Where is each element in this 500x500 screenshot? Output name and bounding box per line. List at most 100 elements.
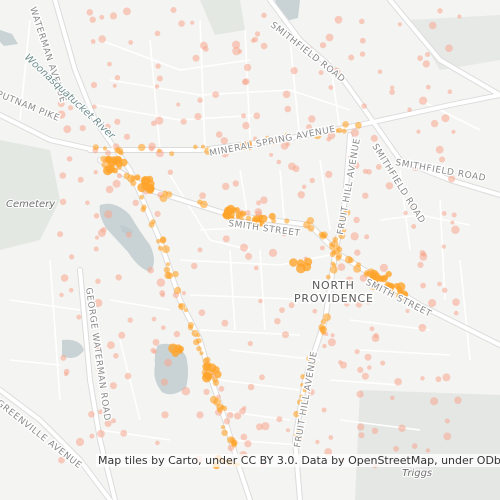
heat-spot xyxy=(242,78,250,85)
heat-spot xyxy=(111,418,116,424)
heat-spot xyxy=(442,287,448,293)
heat-spot xyxy=(197,97,203,103)
heat-spot xyxy=(255,31,261,37)
heatmap-layer xyxy=(57,7,462,470)
heat-spot-corridor xyxy=(169,151,175,157)
heat-spot xyxy=(253,112,261,120)
heat-spot-corridor xyxy=(255,139,262,146)
heat-spot xyxy=(362,168,368,174)
heat-spot xyxy=(161,411,169,419)
heat-spot xyxy=(350,232,359,241)
heat-spot xyxy=(444,418,450,424)
heat-spot xyxy=(377,69,383,74)
heat-spot xyxy=(57,100,65,108)
heat-spot xyxy=(97,429,105,438)
heat-spot xyxy=(192,54,200,62)
heat-spot-corridor xyxy=(134,174,141,181)
heat-spot xyxy=(321,407,327,413)
heat-spot xyxy=(451,225,460,234)
heat-spot xyxy=(154,210,161,217)
heat-spot xyxy=(362,192,369,199)
heat-spot-corridor xyxy=(222,405,228,411)
heat-spot xyxy=(437,8,443,14)
heat-spot-corridor xyxy=(174,286,182,294)
heat-spot-corridor xyxy=(140,206,146,213)
heat-spot-corridor xyxy=(332,263,337,268)
heat-spot xyxy=(154,84,160,89)
heat-spot-corridor xyxy=(299,394,304,399)
heat-cluster-spot xyxy=(393,283,400,289)
heat-spot xyxy=(180,118,187,125)
heat-spot-corridor xyxy=(325,274,331,280)
heat-spot xyxy=(308,115,316,123)
heat-spot xyxy=(181,291,186,296)
heat-spot xyxy=(68,287,74,293)
heat-spot-corridor xyxy=(327,297,332,303)
heat-cluster-spot xyxy=(214,370,222,379)
heat-spot xyxy=(105,185,114,194)
heat-cluster-spot xyxy=(396,292,405,302)
heat-spot xyxy=(176,102,181,107)
heat-spot-corridor xyxy=(172,270,179,278)
heat-spot xyxy=(107,61,112,67)
heat-spot xyxy=(435,376,442,383)
heat-spot xyxy=(359,18,365,25)
heat-spot xyxy=(120,429,128,437)
heat-spot-corridor xyxy=(212,379,220,386)
heat-spot xyxy=(253,265,259,271)
road-label-smithfield-top: SMITHFIELD ROAD xyxy=(268,20,347,85)
heat-spot xyxy=(64,91,70,97)
heat-spot-corridor xyxy=(303,221,311,229)
heat-spot xyxy=(437,281,442,287)
heat-spot-corridor xyxy=(200,144,206,149)
heat-spot xyxy=(156,278,166,287)
heat-spot xyxy=(445,44,453,52)
heat-spot xyxy=(380,360,386,366)
heat-spot xyxy=(416,129,421,134)
heat-spot xyxy=(93,170,98,175)
heat-spot-corridor xyxy=(204,356,211,363)
heat-spot-corridor xyxy=(193,144,198,150)
heat-spot-corridor xyxy=(184,308,188,313)
heat-spot-corridor xyxy=(339,216,347,224)
heat-spot xyxy=(216,394,221,399)
heat-spot xyxy=(197,247,203,253)
heat-spot-corridor xyxy=(336,252,343,259)
heat-spot xyxy=(393,445,399,452)
heat-spot xyxy=(79,125,86,132)
heat-spot xyxy=(59,292,64,298)
heat-spot xyxy=(359,37,366,44)
heat-spot-corridor xyxy=(161,245,170,254)
heat-spot xyxy=(221,149,229,158)
heat-cluster-spot xyxy=(382,274,389,281)
heat-spot xyxy=(390,395,395,401)
heat-spot xyxy=(109,382,117,390)
heat-spot xyxy=(94,235,100,240)
heat-spot-corridor xyxy=(302,388,307,393)
heat-spot xyxy=(155,116,164,125)
heat-spot xyxy=(354,249,361,256)
heat-spot xyxy=(279,307,285,313)
heat-spot xyxy=(151,120,157,127)
heat-cluster-spot xyxy=(397,289,404,296)
heat-spot-corridor xyxy=(300,382,305,388)
heat-spot xyxy=(98,35,106,43)
heat-spot-corridor xyxy=(209,395,218,404)
heat-spot xyxy=(58,456,65,464)
heat-spot xyxy=(250,38,256,43)
heat-spot xyxy=(351,161,360,170)
heat-cluster-spot xyxy=(253,217,261,225)
heat-spot-corridor xyxy=(297,399,303,405)
heat-spot xyxy=(448,175,456,183)
heat-spot-corridor xyxy=(308,361,316,368)
heat-spot-corridor xyxy=(338,226,347,234)
heat-spot xyxy=(306,46,313,53)
heat-spot-corridor xyxy=(165,191,173,198)
heat-spot xyxy=(454,396,462,404)
heat-spot-corridor xyxy=(306,356,312,361)
heat-spot xyxy=(77,176,84,183)
heat-spot xyxy=(240,243,248,252)
heat-spot xyxy=(347,155,353,160)
